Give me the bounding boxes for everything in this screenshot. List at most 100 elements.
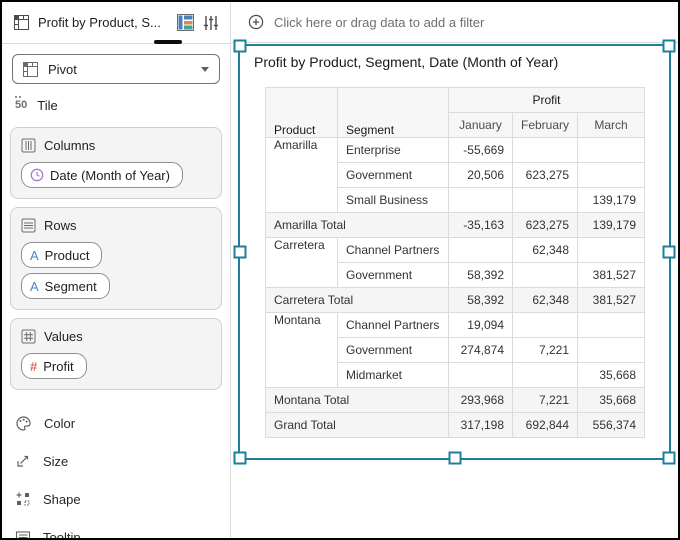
pivot-icon	[23, 61, 38, 77]
pivot-total-label[interactable]: Montana Total	[265, 387, 449, 413]
pivot-segment-cell[interactable]: Enterprise	[337, 137, 449, 163]
pivot-header-segment[interactable]: Segment	[337, 87, 449, 138]
pivot-value-cell[interactable]	[577, 312, 646, 338]
pivot-header-measure[interactable]: Profit	[447, 87, 646, 113]
menu-label: Shape	[43, 491, 81, 507]
color-palette-icon	[16, 415, 31, 431]
pivot-value-cell[interactable]: 19,094	[448, 312, 513, 338]
pivot-value-cell[interactable]: 381,527	[577, 262, 646, 288]
pill-label: Segment	[44, 278, 97, 294]
pivot-value-cell[interactable]	[511, 137, 579, 163]
pivot-value-cell[interactable]	[511, 262, 579, 288]
selection-handle-top-left[interactable]	[233, 39, 247, 53]
pivot-segment-cell[interactable]: Government	[337, 162, 449, 188]
pivot-value-cell[interactable]	[511, 362, 579, 388]
pivot-segment-cell[interactable]: Midmarket	[337, 362, 449, 388]
viz-type-value: Pivot	[48, 61, 77, 77]
pivot-value-cell[interactable]: 692,844	[511, 412, 579, 438]
pivot-header-month[interactable]: March	[577, 112, 646, 138]
pivot-value-cell[interactable]	[511, 187, 579, 213]
pivot-value-cell[interactable]: 7,221	[511, 337, 579, 363]
pivot-value-cell[interactable]: 35,668	[577, 362, 646, 388]
pivot-total-label[interactable]: Carretera Total	[265, 287, 449, 313]
pivot-value-cell[interactable]	[577, 337, 646, 363]
pivot-total-label[interactable]: Amarilla Total	[265, 212, 449, 238]
pivot-value-cell[interactable]: 623,275	[511, 212, 579, 238]
pivot-viz-icon	[12, 14, 30, 32]
pivot-value-cell[interactable]: 274,874	[448, 337, 513, 363]
pivot-product-cell[interactable]: Montana	[265, 312, 338, 388]
pill-date-month-of-year[interactable]: Date (Month of Year)	[21, 162, 183, 188]
pivot-value-cell[interactable]: -35,163	[448, 212, 513, 238]
pivot-table[interactable]: Product Segment Profit January February March…	[265, 87, 646, 438]
pivot-segment-cell[interactable]: Government	[337, 262, 449, 288]
pivot-segment-cell[interactable]: Government	[337, 337, 449, 363]
pivot-value-cell[interactable]: 62,348	[511, 287, 579, 313]
pivot-value-cell[interactable]: 20,506	[448, 162, 513, 188]
rows-dropzone[interactable]: Rows A Product A Segment	[10, 207, 222, 310]
pivot-header-month[interactable]: January	[448, 112, 513, 138]
selected-visualization[interactable]: Profit by Product, Segment, Date (Month …	[233, 39, 676, 465]
pivot-value-cell[interactable]: 139,179	[577, 187, 646, 213]
pivot-segment-cell[interactable]: Channel Partners	[337, 237, 449, 263]
pivot-value-cell[interactable]: 58,392	[448, 287, 513, 313]
pivot-value-cell[interactable]	[511, 312, 579, 338]
size-icon	[17, 455, 29, 467]
pivot-value-cell[interactable]: 139,179	[577, 212, 646, 238]
values-dropzone[interactable]: Values # Profit	[10, 318, 222, 390]
viz-title-truncated: Profit by Product, S...	[38, 15, 161, 30]
pivot-data-row: Montana Channel Partners 19,094	[265, 312, 646, 388]
pivot-value-cell[interactable]: 62,348	[511, 237, 579, 263]
menu-item-size[interactable]: Size	[2, 442, 230, 480]
pivot-value-cell[interactable]: 7,221	[511, 387, 579, 413]
pivot-value-cell[interactable]	[448, 362, 513, 388]
pivot-header-month[interactable]: February	[511, 112, 579, 138]
pill-product[interactable]: A Product	[21, 242, 103, 268]
pivot-data-row: Small Business 139,179	[266, 187, 646, 213]
pill-profit[interactable]: # Profit	[21, 353, 87, 379]
tab-properties[interactable]	[202, 14, 220, 32]
selection-handle-mid-right[interactable]	[662, 245, 676, 259]
pill-label: Date (Month of Year)	[50, 167, 170, 183]
menu-item-color[interactable]: Color	[2, 404, 230, 442]
pivot-header-product[interactable]: Product	[265, 87, 338, 138]
pivot-product-cell[interactable]: Amarilla	[265, 137, 338, 213]
pivot-segment-cell[interactable]: Channel Partners	[337, 312, 449, 338]
clock-icon	[30, 168, 44, 182]
grammar-menu: Color Size Shape Tooltip Filters	[2, 398, 230, 540]
pivot-value-cell[interactable]	[448, 187, 513, 213]
viz-type-dropdown[interactable]: Pivot	[12, 54, 220, 84]
menu-label: Tooltip	[43, 529, 81, 540]
pivot-value-cell[interactable]: 35,668	[577, 387, 646, 413]
columns-dropzone[interactable]: Columns Date (Month of Year)	[10, 127, 222, 199]
pivot-value-cell[interactable]	[448, 237, 513, 263]
menu-item-tooltip[interactable]: Tooltip	[2, 518, 230, 540]
tile-item[interactable]: 50 Tile	[2, 94, 230, 119]
pivot-value-cell[interactable]: 623,275	[511, 162, 579, 188]
pivot-value-cell[interactable]: 556,374	[577, 412, 646, 438]
pivot-value-cell[interactable]: 293,968	[448, 387, 513, 413]
selection-handle-bottom-center[interactable]	[448, 451, 461, 465]
active-tab-indicator	[154, 40, 182, 44]
pivot-data-row: Government 20,506 623,275	[266, 162, 646, 188]
pivot-value-cell[interactable]: 317,198	[448, 412, 513, 438]
selection-handle-top-right[interactable]	[662, 39, 676, 53]
filter-bar[interactable]: Click here or drag data to add a filter	[231, 2, 678, 43]
pivot-value-cell[interactable]	[577, 137, 646, 163]
pivot-segment-cell[interactable]: Small Business	[337, 187, 449, 213]
pivot-value-cell[interactable]: 58,392	[448, 262, 513, 288]
selection-handle-bottom-right[interactable]	[662, 451, 676, 465]
pivot-total-row: Carretera Total 58,392 62,348 381,527	[265, 287, 646, 313]
menu-item-shape[interactable]: Shape	[2, 480, 230, 518]
pivot-value-cell[interactable]	[577, 237, 646, 263]
pivot-value-cell[interactable]	[577, 162, 646, 188]
pivot-product-cell[interactable]: Carretera	[265, 237, 338, 288]
pivot-value-cell[interactable]: -55,669	[448, 137, 513, 163]
pivot-total-label[interactable]: Grand Total	[265, 412, 449, 438]
pill-segment[interactable]: A Segment	[21, 273, 110, 299]
selection-handle-mid-left[interactable]	[233, 245, 247, 259]
tab-grammar-panel[interactable]	[176, 14, 194, 32]
pivot-value-cell[interactable]: 381,527	[577, 287, 646, 313]
selection-handle-bottom-left[interactable]	[233, 451, 247, 465]
